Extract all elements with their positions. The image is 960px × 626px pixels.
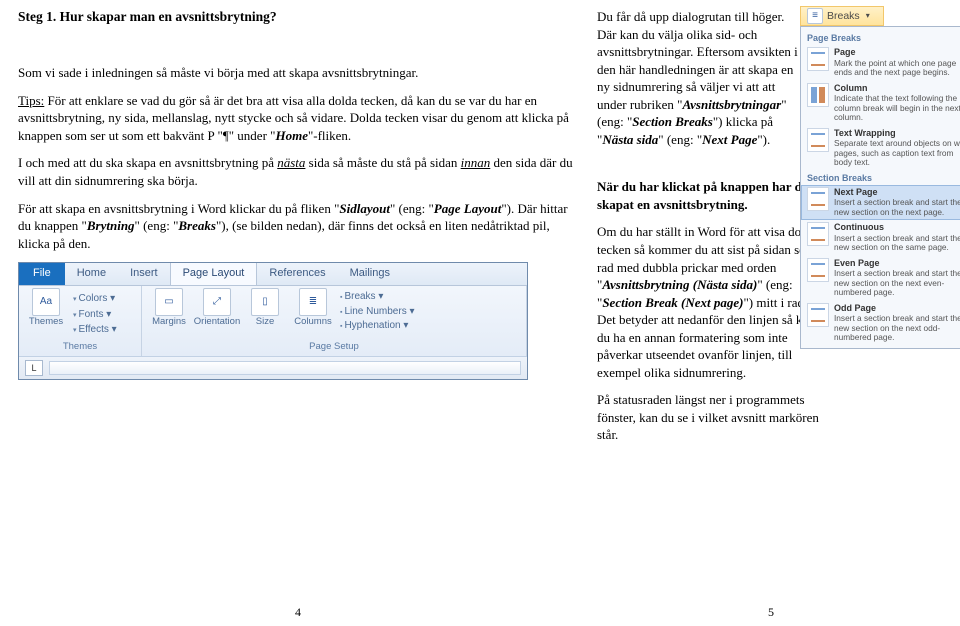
para-break-howto: För att skapa en avsnittsbrytning i Word…	[18, 200, 573, 253]
bi2t: Column	[834, 83, 960, 93]
orientation-icon: ⤢	[203, 288, 231, 316]
bi1t: Page	[834, 47, 960, 57]
hyphenation-button[interactable]: Hyphenation ▾	[340, 319, 415, 333]
home-label: Home	[275, 128, 308, 143]
evenpage-break-icon	[807, 258, 829, 282]
size-icon: ▯	[251, 288, 279, 316]
r1e: ").	[757, 132, 770, 147]
section-breaks-sect: Section Breaks	[801, 171, 960, 185]
bi3t: Text Wrapping	[834, 128, 960, 138]
page-heading: Steg 1. Hur skapar man en avsnittsbrytni…	[18, 8, 573, 26]
ribbon-tab-mailings[interactable]: Mailings	[338, 263, 402, 285]
right-para-1: Du får då upp dialogrutan till höger. Dä…	[597, 8, 807, 148]
p3a: I och med att du ska skapa en avsnittsbr…	[18, 155, 277, 170]
ribbon-tab-references[interactable]: References	[257, 263, 337, 285]
columns-label: Columns	[294, 317, 332, 327]
bi6d: Insert a section break and start the new…	[834, 268, 960, 297]
right-para-3: Om du har ställt in Word för att visa do…	[597, 223, 822, 381]
nextpage-label: Next Page	[702, 132, 757, 147]
breaks-head-label: Breaks	[827, 9, 860, 23]
continuous-break-icon	[807, 222, 829, 246]
para-tips-text-b: "-fliken.	[308, 128, 351, 143]
margins-icon: ▭	[155, 288, 183, 316]
breaks-item-textwrap[interactable]: Text WrappingSeparate text around object…	[801, 126, 960, 171]
p4d: " (eng: "	[135, 218, 179, 233]
sectionbreaks-label: Section Breaks	[632, 114, 713, 129]
pagelayout-label: Page Layout	[434, 201, 502, 216]
page-breaks-sect: Page Breaks	[801, 31, 960, 45]
ribbon-tab-home[interactable]: Home	[65, 263, 118, 285]
breaks-item-continuous[interactable]: ContinuousInsert a section break and sta…	[801, 220, 960, 255]
sidlayout-label: Sidlayout	[339, 201, 390, 216]
bi1d: Mark the point at which one page ends an…	[834, 58, 956, 78]
para-next: I och med att du ska skapa en avsnittsbr…	[18, 154, 573, 189]
page-break-icon	[807, 47, 829, 71]
textwrap-break-icon	[807, 128, 829, 152]
ribbon-tab-insert[interactable]: Insert	[118, 263, 170, 285]
nextpage-break-icon	[807, 187, 829, 211]
page-number-left: 4	[295, 604, 301, 620]
nasta-label: nästa	[277, 155, 305, 170]
right-para-2: När du har klickat på knappen har du ska…	[597, 178, 822, 213]
breaks-item-oddpage[interactable]: Odd PageInsert a section break and start…	[801, 301, 960, 346]
bi3d: Separate text around objects on web page…	[834, 138, 960, 167]
abs-ns-label: Avsnittsbrytning (Nästa sida)	[602, 277, 757, 292]
p4a: För att skapa en avsnittsbrytning i Word…	[18, 201, 339, 216]
margins-label: Margins	[152, 317, 186, 327]
breaks-label: Breaks	[178, 218, 216, 233]
ribbon-tab-pagelayout[interactable]: Page Layout	[170, 263, 258, 285]
breaks-item-page[interactable]: PageMark the point at which one page end…	[801, 45, 960, 80]
columns-icon: ≣	[299, 288, 327, 316]
bi7t: Odd Page	[834, 303, 960, 313]
orientation-button[interactable]: ⤢Orientation	[196, 288, 238, 327]
breaks-dropdown-button[interactable]: ≡ Breaks▾	[800, 6, 884, 26]
column-break-icon	[807, 83, 829, 107]
ruler	[49, 361, 521, 375]
innan-label: innan	[461, 155, 491, 170]
sbnp-label: Section Break (Next page)	[602, 295, 743, 310]
linenumbers-button[interactable]: Line Numbers ▾	[340, 305, 415, 319]
size-label: Size	[256, 317, 274, 327]
breaks-icon: ≡	[807, 8, 823, 24]
bi5t: Continuous	[834, 222, 960, 232]
para-tips: Tips: För att enklare se vad du gör så ä…	[18, 92, 573, 145]
bi4d: Insert a section break and start the new…	[834, 197, 960, 217]
margins-button[interactable]: ▭Margins	[148, 288, 190, 327]
themes-button[interactable]: Aa Themes	[25, 288, 67, 327]
themes-colors[interactable]: Colors ▾	[73, 292, 117, 306]
themes-icon: Aa	[32, 288, 60, 316]
themes-group-label: Themes	[25, 341, 135, 354]
bi7d: Insert a section break and start the new…	[834, 313, 960, 342]
bi2d: Indicate that the text following the col…	[834, 93, 960, 122]
oddpage-break-icon	[807, 303, 829, 327]
ribbon-screenshot: File Home Insert Page Layout References …	[18, 262, 528, 380]
brytning-label: Brytning	[87, 218, 135, 233]
breaks-item-evenpage[interactable]: Even PageInsert a section break and star…	[801, 256, 960, 301]
p4b: " (eng: "	[390, 201, 434, 216]
page-number-right: 5	[768, 604, 774, 620]
para-intro: Som vi sade i inledningen så måste vi bö…	[18, 64, 573, 82]
breaks-button[interactable]: Breaks ▾	[340, 290, 415, 304]
size-button[interactable]: ▯Size	[244, 288, 286, 327]
avsnittsbrytningar-label: Avsnittsbrytningar	[682, 97, 781, 112]
p3b: sida så måste du stå på sidan	[305, 155, 460, 170]
themes-fonts[interactable]: Fonts ▾	[73, 308, 117, 322]
right-para-4: På statusraden längst ner i programmets …	[597, 391, 822, 444]
tips-label: Tips:	[18, 93, 44, 108]
pagesetup-group-label: Page Setup	[148, 341, 520, 354]
themes-effects[interactable]: Effects ▾	[73, 323, 117, 337]
orientation-label: Orientation	[194, 317, 240, 327]
r1d: " (eng: "	[658, 132, 702, 147]
ribbon-tab-file[interactable]: File	[19, 263, 65, 285]
bi4t: Next Page	[834, 187, 960, 197]
breaks-item-column[interactable]: ColumnIndicate that the text following t…	[801, 81, 960, 126]
bi5d: Insert a section break and start the new…	[834, 233, 960, 253]
columns-button[interactable]: ≣Columns	[292, 288, 334, 327]
ruler-toggle[interactable]: L	[25, 360, 43, 376]
breaks-dropdown-panel: Page Breaks PageMark the point at which …	[800, 26, 960, 349]
breaks-item-nextpage[interactable]: Next PageInsert a section break and star…	[801, 185, 960, 220]
bi6t: Even Page	[834, 258, 960, 268]
nastasida-label: Nästa sida	[602, 132, 658, 147]
